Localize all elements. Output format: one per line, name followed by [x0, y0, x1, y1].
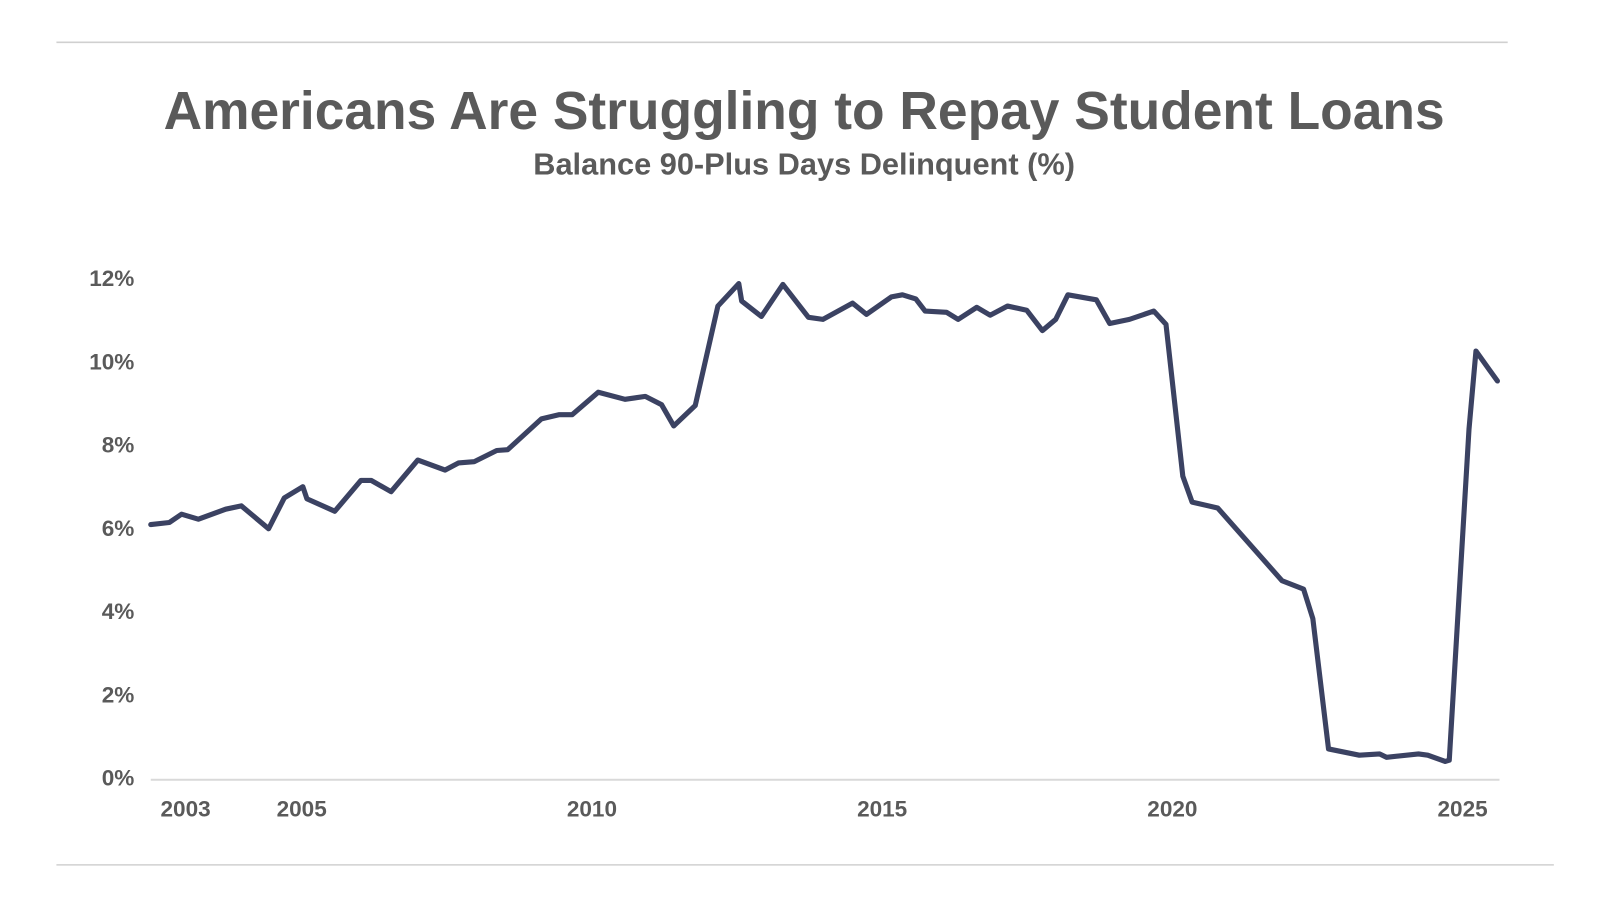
y-tick-label: 8% [102, 433, 135, 458]
y-tick-label: 4% [102, 599, 135, 624]
x-tick-label: 2003 [161, 796, 211, 821]
chart-title: Americans Are Struggling to Repay Studen… [164, 82, 1445, 141]
data-line [148, 281, 1500, 764]
x-tick-label: 2015 [857, 796, 907, 821]
x-tick-label: 2005 [277, 796, 327, 821]
y-tick-label: 0% [102, 766, 135, 791]
chart-subtitle: Balance 90-Plus Days Delinquent (%) [533, 147, 1075, 182]
y-tick-label: 10% [89, 349, 134, 374]
y-tick-label: 12% [89, 266, 134, 291]
x-tick-label: 2010 [567, 796, 617, 821]
y-tick-label: 6% [102, 516, 135, 541]
y-tick-label: 2% [102, 682, 135, 707]
x-tick-label: 2025 [1438, 796, 1488, 821]
x-tick-label: 2020 [1147, 796, 1197, 821]
